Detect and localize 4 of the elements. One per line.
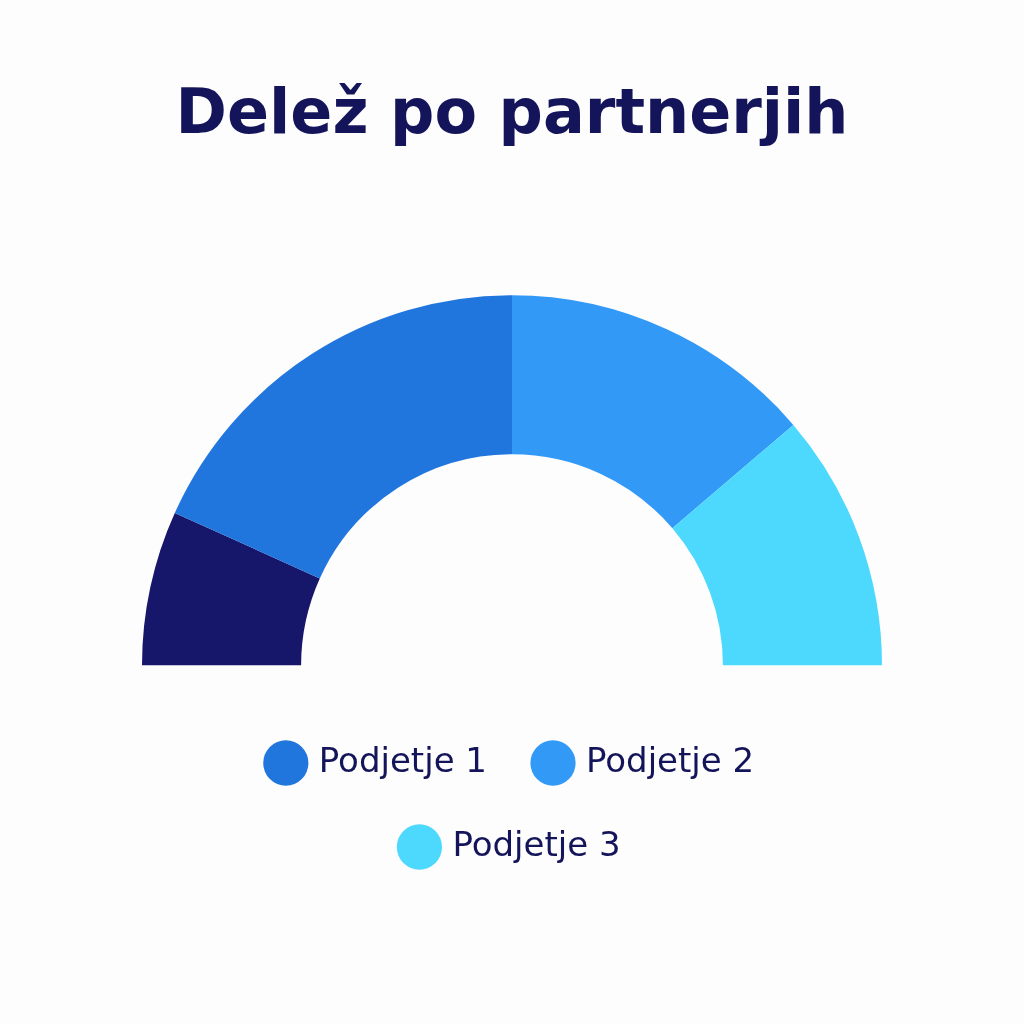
chart-title: Delež po partnerjih <box>175 75 849 149</box>
legend-label: Podjetje 1 <box>318 739 488 780</box>
legend-label: Podjetje 3 <box>452 823 621 864</box>
legend-label: Podjetje 2 <box>586 739 755 780</box>
